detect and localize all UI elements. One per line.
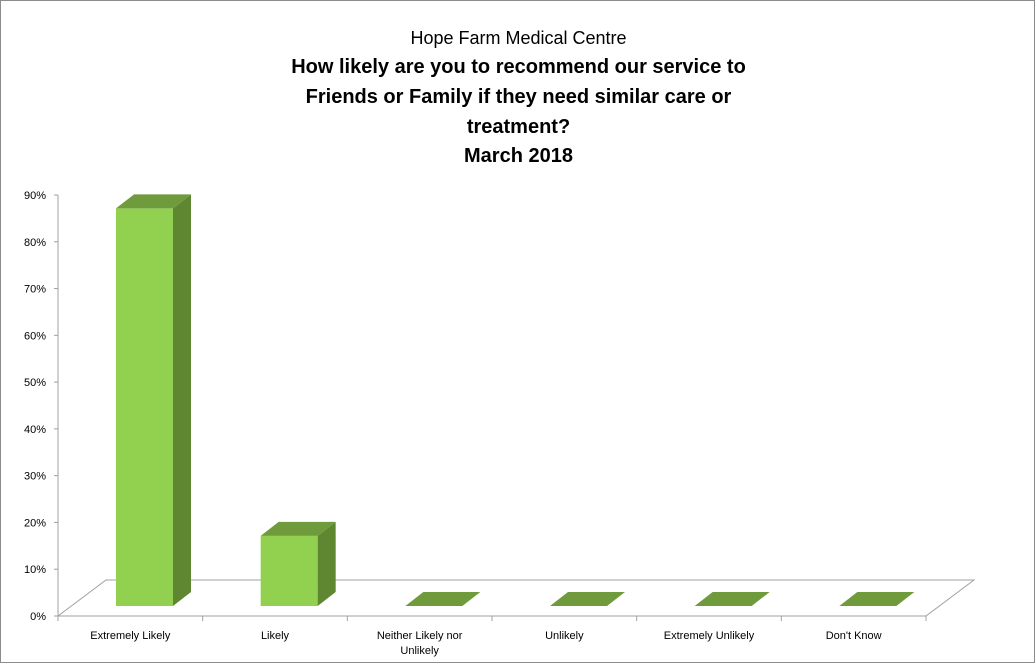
- bar-top: [260, 521, 336, 536]
- x-tick-label: Don't Know: [826, 630, 882, 642]
- x-tick-label: Unlikely: [400, 645, 439, 657]
- bar-top: [550, 592, 625, 606]
- bar-side: [317, 521, 336, 606]
- chart-title-line-3: treatment?: [466, 116, 571, 138]
- bar-extremely-unlikely: [694, 592, 770, 606]
- y-tick-label: 30%: [24, 471, 46, 483]
- chart-title-line-1: How likely are you to recommend our serv…: [291, 56, 746, 78]
- x-tick-label: Extremely Likely: [90, 630, 171, 642]
- bar-top: [694, 592, 770, 606]
- y-tick-label: 80%: [24, 237, 46, 249]
- floor: [56, 579, 976, 617]
- y-tick-label: 90%: [24, 190, 46, 202]
- y-tick-label: 60%: [24, 330, 46, 342]
- bar-unlikely: [550, 592, 625, 606]
- y-tick-label: 40%: [24, 424, 46, 436]
- x-tick-label: Neither Likely nor: [377, 630, 463, 642]
- y-tick-label: 50%: [24, 377, 46, 389]
- chart-title-line-4: March 2018: [464, 145, 573, 167]
- x-tick-label: Likely: [261, 630, 290, 642]
- bar-neither-likely-nor-unlikely: [405, 592, 481, 606]
- bar-don-t-know: [839, 592, 915, 606]
- bar-front: [116, 208, 173, 606]
- bar-extremely-likely: [116, 194, 191, 606]
- y-tick-label: 0%: [30, 611, 46, 623]
- bar-top: [839, 592, 915, 606]
- y-tick-label: 20%: [24, 517, 46, 529]
- bar-front: [260, 535, 318, 606]
- bar-likely: [260, 521, 336, 606]
- x-tick-label: Unlikely: [545, 630, 584, 642]
- bar-top: [405, 592, 481, 606]
- chart-title-line-2: Friends or Family if they need similar c…: [305, 86, 732, 108]
- bar-top: [116, 194, 191, 209]
- y-tick-label: 10%: [24, 564, 46, 576]
- bar-side: [173, 194, 191, 606]
- x-tick-label: Extremely Unlikely: [664, 630, 755, 642]
- chart-subtitle: Hope Farm Medical Centre: [410, 28, 627, 48]
- y-tick-label: 70%: [24, 284, 46, 296]
